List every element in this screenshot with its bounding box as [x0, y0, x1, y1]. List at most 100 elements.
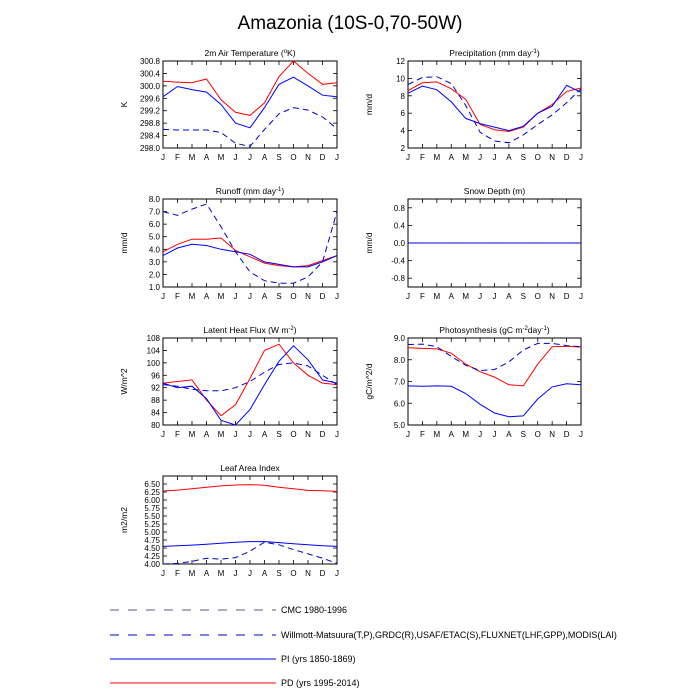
y-tick-label: 80	[151, 421, 160, 430]
axes-frame	[407, 60, 582, 149]
y-tick-label: 5.0	[394, 421, 406, 430]
x-tick-label: A	[506, 153, 512, 162]
axes-frame	[407, 337, 582, 426]
x-tick-label: J	[493, 430, 497, 439]
x-tick-label: J	[161, 569, 165, 578]
x-tick-label: J	[248, 292, 252, 301]
x-tick-label: F	[420, 153, 425, 162]
x-tick-label: J	[248, 153, 252, 162]
series-line-pd	[163, 484, 337, 492]
series-line-pd	[408, 81, 581, 133]
y-tick-label: 5.00	[144, 528, 160, 537]
x-tick-label: D	[320, 292, 326, 301]
y-tick-label: -0.4	[391, 257, 405, 266]
panel-title: 2m Air Temperature (oK)	[204, 48, 295, 58]
panel-runoff: Runoff (mm day-1) 1.0 2.0 3.0 4.0 5.0 6.0 7.0 8.…	[119, 186, 339, 301]
x-tick-label: J	[248, 430, 252, 439]
x-tick-label: A	[506, 430, 512, 439]
x-tick-label: J	[406, 430, 410, 439]
y-tick-label: 0.4	[394, 221, 406, 230]
x-tick-label: O	[290, 292, 296, 301]
y-axis-label: K	[119, 101, 129, 107]
title-text: 2m Air Temperature (	[204, 48, 283, 58]
panel-snow: Snow Depth (m)-0.8-0.40.00.40.8J F M A M J J A S…	[364, 186, 583, 301]
y-tick-label: 2.0	[149, 270, 161, 279]
y-tick-label: 0.0	[394, 239, 406, 248]
x-tick-label: A	[449, 430, 455, 439]
axes-frame	[162, 60, 338, 149]
x-tick-label: J	[234, 153, 238, 162]
x-tick-label: F	[175, 153, 180, 162]
x-tick-label: M	[462, 430, 469, 439]
y-tick-label: 299.6	[140, 94, 161, 103]
title-text: Leaf Area Index	[220, 463, 280, 473]
x-tick-label: S	[276, 153, 281, 162]
x-tick-label: J	[406, 153, 410, 162]
x-tick-label: M	[218, 292, 225, 301]
x-tick-label: M	[218, 569, 225, 578]
x-tick-label: N	[549, 153, 555, 162]
x-tick-label: M	[218, 430, 225, 439]
legend-label-obs: Willmott-Matsuura(T,P),GRDC(R),USAF/ETAC…	[281, 630, 617, 640]
series-line-obs	[163, 107, 337, 147]
y-tick-label: 300.4	[140, 69, 161, 78]
x-tick-label: M	[462, 292, 469, 301]
x-tick-label: O	[290, 569, 296, 578]
panel-title: Latent Heat Flux (W m-2)	[203, 325, 296, 335]
x-tick-label: J	[161, 430, 165, 439]
y-tick-label: 7.0	[149, 208, 161, 217]
y-tick-label: 5.25	[144, 520, 160, 529]
panel-title: Runoff (mm day-1)	[216, 186, 285, 196]
y-axis-label: m2/m2	[119, 507, 129, 533]
y-tick-label: 298.4	[140, 132, 161, 141]
x-tick-label: S	[521, 292, 526, 301]
x-tick-label: D	[320, 153, 326, 162]
y-axis-label: gC/m^2/d	[364, 363, 374, 399]
y-tick-label: 0.8	[394, 204, 406, 213]
y-tick-label: 7.0	[394, 378, 406, 387]
panel-title: Photosynthesis (gC m-2day-1)	[439, 325, 550, 335]
series-line-pi	[163, 541, 337, 547]
y-tick-label: 2	[401, 144, 406, 153]
y-tick-label: 4	[401, 127, 406, 136]
y-axis-label: mm/d	[364, 232, 374, 254]
x-tick-label: J	[493, 292, 497, 301]
x-tick-label: F	[420, 430, 425, 439]
y-tick-label: 6.0	[394, 399, 406, 408]
x-tick-label: M	[462, 153, 469, 162]
x-tick-label: M	[189, 153, 196, 162]
x-tick-label: J	[335, 569, 339, 578]
x-tick-label: S	[521, 153, 526, 162]
y-tick-label: 5.0	[149, 233, 161, 242]
x-tick-label: J	[234, 569, 238, 578]
y-tick-label: 300.8	[140, 57, 161, 66]
x-tick-label: A	[204, 153, 210, 162]
x-tick-label: A	[262, 430, 268, 439]
x-tick-label: M	[189, 430, 196, 439]
x-tick-label: J	[579, 430, 583, 439]
series-line-pd	[163, 343, 337, 417]
x-tick-label: S	[276, 569, 281, 578]
title-text: Precipitation (mm day	[449, 48, 532, 58]
y-tick-label: 12	[396, 57, 405, 66]
x-tick-label: J	[493, 153, 497, 162]
title-text: )	[537, 48, 540, 58]
x-tick-label: F	[175, 292, 180, 301]
x-tick-label: A	[204, 430, 210, 439]
y-tick-label: 298.0	[140, 144, 161, 153]
x-tick-label: J	[406, 292, 410, 301]
y-tick-label: 4.50	[144, 544, 160, 553]
title-text: )	[547, 325, 550, 335]
series-line-pi	[408, 383, 581, 418]
x-tick-label: A	[204, 569, 210, 578]
panels: 2m Air Temperature (oK)298.0298.4298.829…	[119, 48, 583, 578]
x-tick-label: J	[579, 292, 583, 301]
legend-label-cmc: CMC 1980-1996	[281, 605, 347, 615]
y-tick-label: 108	[147, 334, 161, 343]
x-tick-label: M	[189, 569, 196, 578]
x-tick-label: O	[290, 153, 296, 162]
x-tick-label: J	[161, 153, 165, 162]
legend-label-pi: PI (yrs 1850-1869)	[281, 654, 356, 664]
panel-title: Leaf Area Index	[220, 463, 280, 473]
